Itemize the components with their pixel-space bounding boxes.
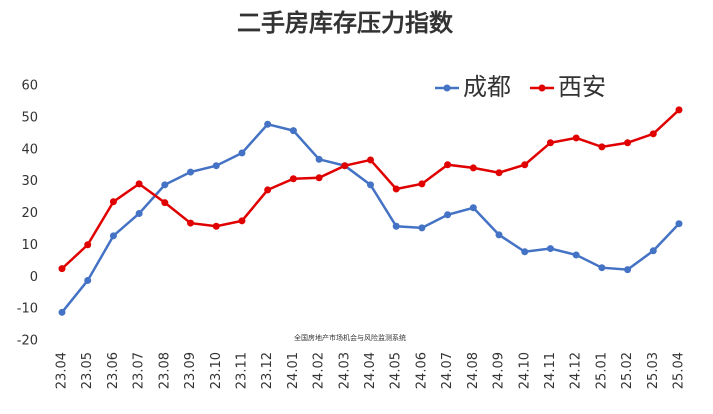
x-tick-label: 24.12 xyxy=(569,352,584,389)
x-tick-label: 25.02 xyxy=(620,352,635,389)
data-point xyxy=(315,155,323,163)
data-point xyxy=(187,168,195,176)
data-point xyxy=(238,217,246,225)
chart-title: 二手房库存压力指数 xyxy=(237,9,454,37)
data-point xyxy=(187,219,195,227)
legend-label: 成都 xyxy=(463,73,511,101)
y-tick-label: 50 xyxy=(21,110,38,125)
legend-label: 西安 xyxy=(558,73,606,101)
x-tick-label: 23.07 xyxy=(132,352,147,389)
data-point xyxy=(649,130,657,138)
x-tick-label: 23.10 xyxy=(209,352,224,389)
data-point xyxy=(109,232,117,240)
series-line xyxy=(61,122,680,314)
data-point xyxy=(212,222,220,230)
data-point xyxy=(84,276,92,284)
data-point xyxy=(58,308,66,316)
data-point xyxy=(572,134,580,142)
data-point xyxy=(418,224,426,232)
data-point xyxy=(392,222,400,230)
x-tick-label: 23.11 xyxy=(234,352,249,389)
data-point xyxy=(238,149,246,157)
data-point xyxy=(264,186,272,194)
data-point xyxy=(289,127,297,135)
x-tick-label: 23.09 xyxy=(183,352,198,389)
y-tick-label: -10 xyxy=(17,302,38,317)
data-point xyxy=(315,174,323,182)
data-point xyxy=(572,251,580,259)
data-point xyxy=(444,161,452,169)
data-point xyxy=(58,265,66,273)
x-tick-label: 23.05 xyxy=(80,352,95,389)
data-point xyxy=(161,181,169,189)
data-point xyxy=(341,162,349,170)
x-tick-label: 24.11 xyxy=(543,352,558,389)
data-point xyxy=(212,162,220,170)
x-tick-label: 24.09 xyxy=(492,352,507,389)
x-tick-label: 24.04 xyxy=(363,352,378,389)
data-point xyxy=(135,180,143,188)
x-tick-label: 25.03 xyxy=(646,352,661,389)
x-tick-label: 23.06 xyxy=(106,352,121,389)
data-point xyxy=(675,106,683,114)
x-tick-label: 24.06 xyxy=(414,352,429,389)
data-point xyxy=(135,210,143,217)
y-tick-label: 60 xyxy=(21,79,38,94)
legend-marker xyxy=(443,84,451,92)
data-point xyxy=(598,143,606,151)
y-tick-label: 40 xyxy=(21,142,38,157)
data-point xyxy=(264,120,272,128)
data-point xyxy=(289,175,297,183)
data-point xyxy=(521,161,529,169)
data-point xyxy=(84,241,92,249)
data-point xyxy=(598,264,606,272)
data-point xyxy=(161,199,169,207)
x-tick-label: 24.02 xyxy=(312,352,327,389)
data-point xyxy=(546,245,554,253)
x-tick-label: 23.04 xyxy=(55,352,70,389)
x-tick-label: 25.04 xyxy=(672,352,687,389)
x-tick-label: 23.12 xyxy=(260,352,275,389)
x-tick-label: 24.08 xyxy=(466,352,481,389)
watermark: 全国房地产市场机会与风险监测系统 xyxy=(294,333,406,342)
y-tick-label: -20 xyxy=(17,334,38,349)
x-tick-label: 24.07 xyxy=(440,352,455,389)
x-tick-label: 24.05 xyxy=(389,352,404,389)
x-tick-label: 24.03 xyxy=(337,352,352,389)
y-tick-label: 20 xyxy=(21,206,38,221)
x-tick-label: 25.01 xyxy=(594,352,609,389)
legend-marker xyxy=(538,84,546,92)
data-point xyxy=(495,169,503,177)
data-point xyxy=(367,181,374,189)
data-point xyxy=(495,231,503,239)
data-point xyxy=(521,248,529,256)
x-tick-label: 24.10 xyxy=(517,352,532,389)
series-line xyxy=(61,108,680,270)
x-tick-label: 24.01 xyxy=(286,352,301,389)
data-point xyxy=(109,198,117,206)
data-point xyxy=(418,180,426,188)
x-tick-label: 23.08 xyxy=(157,352,172,389)
data-point xyxy=(367,156,374,164)
y-tick-label: 0 xyxy=(30,270,38,285)
y-tick-label: 30 xyxy=(21,174,38,189)
data-point xyxy=(546,139,554,147)
data-point xyxy=(469,164,477,172)
data-point xyxy=(444,211,452,219)
data-point xyxy=(469,204,477,212)
data-point xyxy=(624,139,632,147)
data-point xyxy=(675,220,683,228)
data-point xyxy=(649,247,657,255)
data-point xyxy=(624,266,632,274)
y-tick-label: 10 xyxy=(21,238,38,253)
data-point xyxy=(392,185,400,193)
